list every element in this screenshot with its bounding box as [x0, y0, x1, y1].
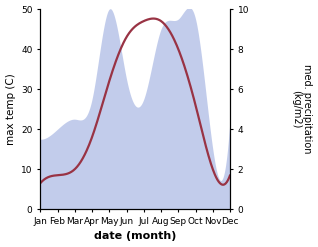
X-axis label: date (month): date (month): [94, 231, 176, 242]
Y-axis label: med. precipitation
(kg/m2): med. precipitation (kg/m2): [291, 64, 313, 154]
Y-axis label: max temp (C): max temp (C): [5, 73, 16, 145]
